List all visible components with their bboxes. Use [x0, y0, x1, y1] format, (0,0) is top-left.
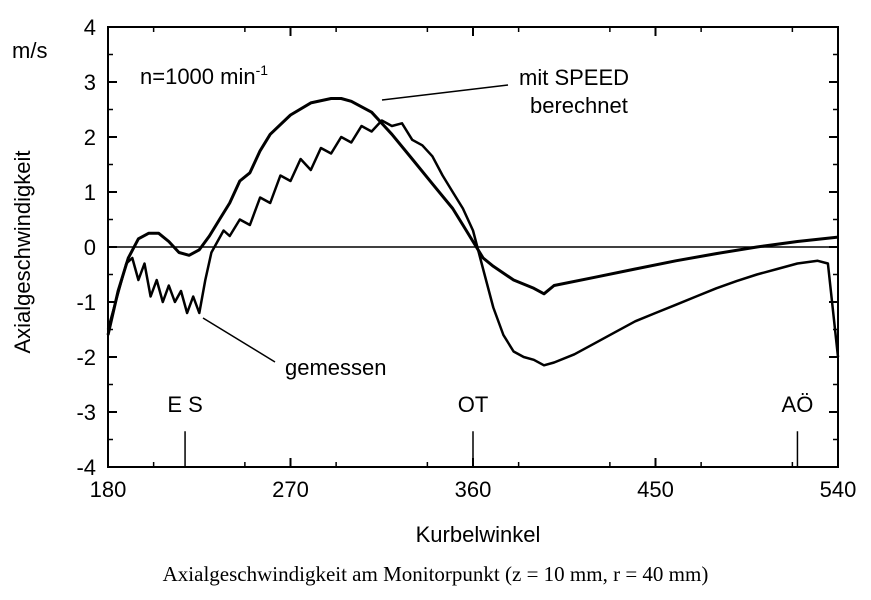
y-tick-label: 4 — [84, 15, 96, 40]
speed-annotation: n=1000 min-1 — [140, 62, 268, 89]
computed-leader-line — [381, 84, 509, 101]
y-tick-label: 0 — [84, 235, 96, 260]
marker-label: AÖ — [782, 392, 814, 417]
speed-annotation-exp: -1 — [256, 62, 269, 78]
axis-ticks: 180 270 360 450 540 4 3 2 1 0 -1 -2 -3 -4 — [76, 15, 856, 502]
y-tick-label: 3 — [84, 70, 96, 95]
event-markers: E S OT AÖ — [167, 392, 813, 467]
axial-velocity-chart: 180 270 360 450 540 4 3 2 1 0 -1 -2 -3 -4 E S OT AÖ m/s… — [10, 15, 856, 547]
y-tick-label: 1 — [84, 180, 96, 205]
y-tick-label: 2 — [84, 125, 96, 150]
measured-series-line — [106, 119, 840, 367]
y-axis-title: Axialgeschwindigkeit — [10, 151, 35, 354]
x-tick-label: 270 — [272, 477, 309, 502]
marker-label: E S — [167, 392, 202, 417]
computed-label-line2: berechnet — [530, 93, 628, 118]
y-tick-label: -3 — [76, 400, 96, 425]
y-unit-label: m/s — [12, 38, 47, 63]
computed-series-line — [106, 97, 839, 336]
y-tick-label: -2 — [76, 345, 96, 370]
marker-label: OT — [458, 392, 489, 417]
x-tick-label: 450 — [637, 477, 674, 502]
x-tick-label: 540 — [820, 477, 857, 502]
x-tick-label: 360 — [455, 477, 492, 502]
computed-label-line1: mit SPEED — [519, 65, 629, 90]
series-layer — [106, 97, 840, 367]
y-tick-label: -4 — [76, 455, 96, 480]
measured-leader-line — [202, 317, 276, 363]
measured-label: gemessen — [285, 355, 387, 380]
x-axis-title: Kurbelwinkel — [416, 522, 541, 547]
figure-caption: Axialgeschwindigkeit am Monitorpunkt (z … — [162, 562, 709, 586]
speed-annotation-base: n=1000 min — [140, 64, 256, 89]
y-tick-label: -1 — [76, 290, 96, 315]
x-tick-label: 180 — [90, 477, 127, 502]
